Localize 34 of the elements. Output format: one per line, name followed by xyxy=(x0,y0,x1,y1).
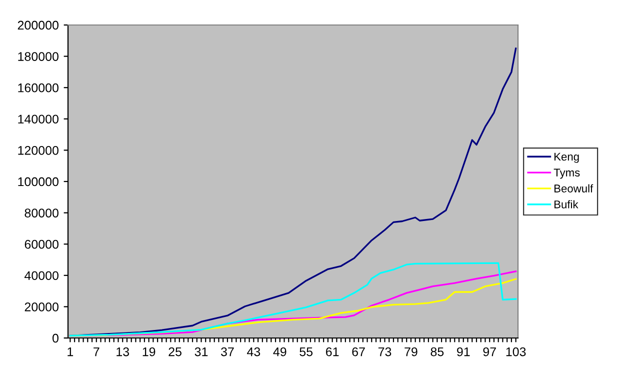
y-tick-label: 0 xyxy=(52,334,58,343)
x-tick-label: 103 xyxy=(506,347,526,356)
y-tick-label: 120000 xyxy=(18,146,58,155)
y-tick-label: 80000 xyxy=(24,208,58,218)
x-tick-label: 85 xyxy=(430,347,444,356)
x-tick-label: 91 xyxy=(457,347,470,356)
x-tick-label: 55 xyxy=(300,347,313,356)
y-tick-label: 60000 xyxy=(24,240,58,249)
x-tick-label: 1 xyxy=(68,347,74,356)
y-tick-label: 40000 xyxy=(24,271,58,280)
x-tick-label: 79 xyxy=(404,347,418,356)
legend-label: Beowulf xyxy=(554,184,594,192)
legend-label: Keng xyxy=(554,152,579,163)
y-tick-label: 160000 xyxy=(18,83,58,92)
x-tick-label: 73 xyxy=(378,347,392,356)
x-tick-label: 25 xyxy=(168,347,182,356)
y-tick-label: 140000 xyxy=(18,114,58,124)
x-tick-label: 7 xyxy=(94,347,100,356)
y-tick-label: 100000 xyxy=(18,177,58,186)
x-tick-label: 19 xyxy=(142,347,156,356)
x-tick-label: 13 xyxy=(116,347,130,356)
x-tick-label: 67 xyxy=(352,347,365,356)
x-tick-label: 49 xyxy=(273,347,286,356)
x-tick-label: 43 xyxy=(247,347,260,356)
y-tick-label: 200000 xyxy=(18,20,58,30)
y-tick-label: 180000 xyxy=(18,52,58,61)
x-tick-label: 37 xyxy=(220,347,234,356)
y-tick-label: 20000 xyxy=(24,302,58,312)
x-tick-label: 61 xyxy=(326,347,339,356)
x-tick-label: 97 xyxy=(483,347,496,356)
legend-label: Tyms xyxy=(554,168,580,179)
x-tick-label: 31 xyxy=(194,347,208,356)
legend-label: Bufik xyxy=(554,200,578,208)
line-series xyxy=(69,48,517,336)
